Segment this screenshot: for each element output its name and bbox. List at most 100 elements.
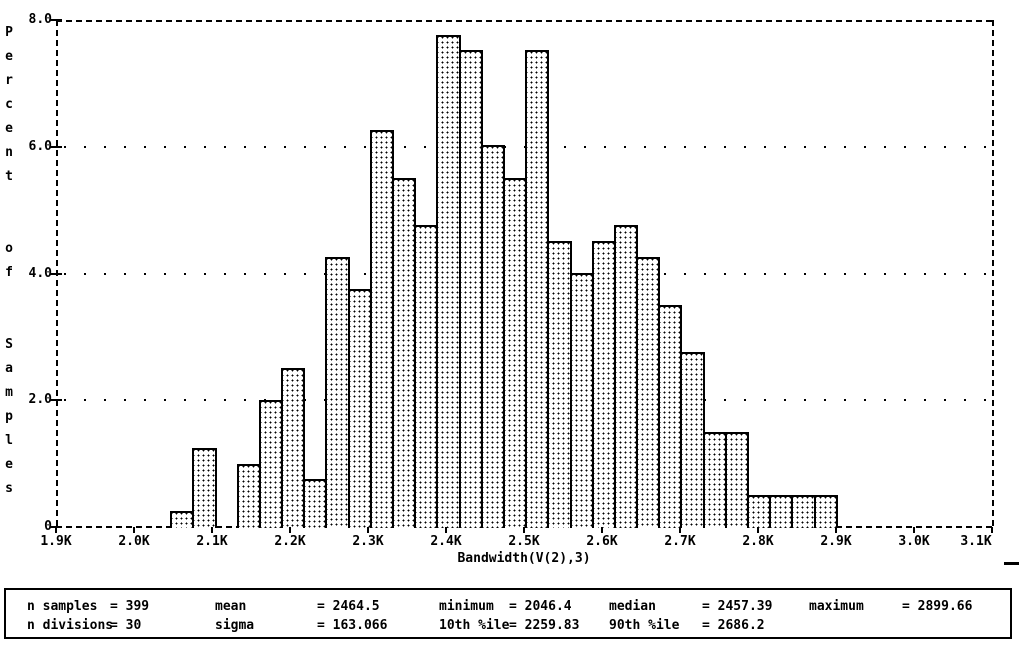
y-axis-title-letter: c — [5, 97, 13, 112]
histogram-bar — [592, 241, 616, 528]
histogram-bar — [325, 257, 350, 528]
histogram-bar — [459, 50, 483, 528]
histogram-bar — [303, 479, 327, 528]
x-tick-label-1.9K: 1.9K — [40, 534, 72, 549]
y-axis-title-letter: l — [5, 433, 13, 448]
y-tick-label-8.0: 8.0 — [28, 12, 52, 27]
y-axis-title-letter: s — [5, 481, 13, 496]
plot-frame-right — [992, 20, 994, 528]
plot-frame-top — [56, 20, 994, 22]
x-tick-2.1K — [211, 527, 213, 533]
histogram-bar — [348, 289, 372, 528]
x-tick-3.0K — [913, 527, 915, 533]
stat-label: n samples — [27, 599, 98, 614]
stat-value: = 163.066 — [317, 618, 388, 633]
y-axis-title-letter: n — [5, 145, 13, 160]
text-cursor-mark — [1004, 562, 1019, 565]
x-tick-2.0K — [133, 527, 135, 533]
stat-label: median — [609, 599, 656, 614]
y-tick-label-0: 0 — [44, 519, 52, 534]
histogram-bar — [436, 35, 461, 528]
histogram-bar — [370, 130, 394, 528]
x-tick-2.2K — [289, 527, 291, 533]
y-tick-label-2.0: 2.0 — [28, 392, 52, 407]
x-tick-label-2.7K: 2.7K — [664, 534, 696, 549]
x-tick-label-2.3K: 2.3K — [352, 534, 384, 549]
histogram-bar — [725, 432, 749, 528]
statistics-panel: n samples = 399 mean = 2464.5 minimum = 2046.… — [4, 588, 1012, 639]
stat-label: n divisions — [27, 618, 114, 633]
y-axis-title-letter: e — [5, 121, 13, 136]
y-axis-title-letter: P — [5, 25, 13, 40]
y-tick-label-6.0: 6.0 — [28, 139, 52, 154]
y-axis-title-letter: e — [5, 457, 13, 472]
histogram-bar — [170, 511, 194, 528]
histogram-bar — [414, 225, 438, 528]
x-tick-2.4K — [445, 527, 447, 533]
y-tick-label-4.0: 4.0 — [28, 266, 52, 281]
x-tick-label-2.9K: 2.9K — [820, 534, 852, 549]
y-axis-title-letter: o — [5, 241, 13, 256]
x-tick-2.9K — [835, 527, 837, 533]
stat-label: 10th %ile — [439, 618, 510, 633]
stat-value: = 2259.83 — [509, 618, 580, 633]
histogram-bar — [392, 178, 416, 528]
x-tick-2.5K — [523, 527, 525, 533]
stat-value: = 30 — [110, 618, 142, 633]
x-tick-label-2.5K: 2.5K — [508, 534, 540, 549]
y-axis-title-letter: e — [5, 49, 13, 64]
histogram-bar — [237, 464, 261, 528]
stat-value: = 2457.39 — [702, 599, 773, 614]
histogram-bar — [259, 400, 283, 528]
stat-label: mean — [215, 599, 247, 614]
x-tick-label-2.6K: 2.6K — [586, 534, 618, 549]
stat-value: = 2464.5 — [317, 599, 380, 614]
histogram-bar — [481, 145, 505, 528]
histogram-bar — [769, 495, 793, 528]
y-tick-4.0 — [50, 273, 62, 275]
x-tick-label-2.2K: 2.2K — [274, 534, 306, 549]
histogram-bar — [703, 432, 727, 528]
x-tick-2.8K — [757, 527, 759, 533]
stat-value: = 2046.4 — [509, 599, 572, 614]
histogram-bar — [614, 225, 638, 528]
histogram-bar — [192, 448, 217, 528]
stat-label: minimum — [439, 599, 494, 614]
y-axis-title-letter: p — [5, 409, 13, 424]
histogram-bar — [570, 273, 594, 528]
x-tick-label-2.1K: 2.1K — [196, 534, 228, 549]
x-tick-label-2.0K: 2.0K — [118, 534, 150, 549]
x-axis-title: Bandwidth(V(2),3) — [457, 551, 591, 566]
y-tick-0 — [50, 526, 62, 528]
y-axis-title-letter: t — [5, 169, 13, 184]
histogram-bar — [525, 50, 549, 528]
histogram-bar — [814, 495, 838, 528]
y-axis-title-letter: a — [5, 361, 13, 376]
y-axis-title-letter: f — [5, 265, 13, 280]
histogram-bar — [747, 495, 771, 528]
x-tick-1.9K — [55, 527, 57, 533]
histogram-bar — [658, 305, 682, 528]
x-tick-3.1K — [991, 527, 993, 533]
y-tick-8.0 — [50, 19, 62, 21]
stat-value: = 399 — [110, 599, 150, 614]
stat-label: maximum — [809, 599, 864, 614]
histogram-bar — [791, 495, 816, 528]
stat-value: = 2686.2 — [702, 618, 765, 633]
x-tick-label-2.4K: 2.4K — [430, 534, 462, 549]
y-axis-title-letter: S — [5, 337, 13, 352]
histogram-bar — [636, 257, 660, 528]
histogram-bar — [281, 368, 305, 528]
x-tick-2.3K — [367, 527, 369, 533]
x-tick-label-3.0K: 3.0K — [898, 534, 930, 549]
y-axis-title-letter: m — [5, 385, 13, 400]
y-tick-2.0 — [50, 399, 62, 401]
x-tick-2.6K — [601, 527, 603, 533]
y-axis-title-letter: r — [5, 73, 13, 88]
histogram-bar — [503, 178, 527, 528]
stat-value: = 2899.66 — [902, 599, 973, 614]
stat-label: 90th %ile — [609, 618, 680, 633]
histogram-bar — [680, 352, 705, 528]
stat-label: sigma — [215, 618, 255, 633]
